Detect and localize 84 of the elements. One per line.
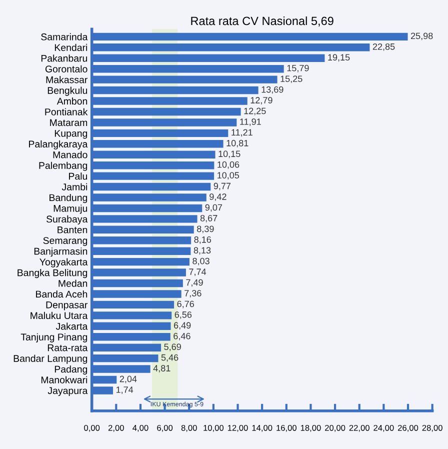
data-label: 6,46	[174, 332, 190, 340]
data-label: 2,04	[120, 376, 137, 384]
x-tick-label: 6,00	[157, 424, 173, 432]
data-label: 11,91	[240, 118, 261, 126]
y-tick-label: Bandar Lampung	[14, 354, 88, 364]
data-label: 9,42	[210, 194, 226, 201]
y-tick-label: Banda Aceh	[36, 290, 88, 298]
y-tick-label: Pontianak	[45, 108, 88, 116]
data-label: 6,49	[174, 322, 191, 330]
data-label: 8,03	[192, 258, 210, 266]
y-tick-label: Kendari	[54, 44, 88, 52]
data-label: 7,74	[189, 268, 206, 276]
x-tick-label: 24,00	[374, 424, 394, 432]
data-label: 19,15	[328, 54, 350, 62]
data-label: 8,39	[197, 226, 214, 234]
data-label: 15,79	[287, 64, 309, 72]
y-tick-label: Samarinda	[41, 33, 88, 40]
y-tick-label: Tanjung Pinang	[20, 333, 88, 342]
x-tick-label: 8,00	[181, 424, 197, 432]
y-tick-label: Manokwari	[41, 376, 88, 384]
data-label: 11,21	[232, 129, 252, 137]
y-tick-label: Surabaya	[46, 215, 88, 224]
data-label: 7,49	[186, 279, 203, 287]
data-label: 12,25	[244, 108, 266, 116]
x-tick-label: 14,00	[252, 424, 272, 432]
x-tick-label: 28,00	[422, 424, 442, 432]
x-tick-label: 10,00	[204, 424, 224, 432]
data-label: 25,98	[410, 32, 433, 40]
y-tick-label: Jakarta	[56, 322, 88, 330]
x-tick-label: 22,00	[349, 424, 370, 432]
data-label: 8,67	[200, 214, 218, 222]
y-tick-label: Manado	[53, 151, 88, 158]
data-label: 10,15	[218, 150, 240, 158]
data-label: 1,74	[116, 386, 134, 394]
data-label: 13,69	[262, 86, 284, 94]
y-tick-label: Palembang	[39, 162, 88, 171]
x-tick-label: 16,00	[276, 424, 296, 432]
y-tick-label: Kupang	[54, 130, 88, 139]
data-label: 4,81	[153, 365, 170, 373]
data-label: 8,16	[194, 236, 212, 244]
data-label: 12,79	[250, 97, 272, 104]
x-tick-label: 4,00	[132, 424, 148, 432]
data-label: 5,69	[164, 344, 181, 352]
data-label: 10,05	[218, 172, 240, 180]
y-tick-label: Bandung	[50, 194, 88, 204]
y-tick-label: Medan	[58, 280, 88, 287]
data-label: 10,81	[226, 140, 248, 148]
data-label: 9,77	[214, 182, 231, 190]
y-tick-label: Maluku Utara	[30, 312, 88, 320]
y-tick-label: Makassar	[46, 76, 88, 84]
data-label: 9,07	[205, 204, 222, 212]
data-label: 7,36	[184, 290, 202, 298]
y-tick-label: Bangka Belitung	[18, 269, 88, 278]
y-tick-label: Jayapura	[48, 387, 88, 396]
y-tick-label: Mamuju	[54, 204, 88, 214]
y-tick-label: Rata-rata	[48, 344, 88, 352]
y-tick-label: Banten	[58, 226, 88, 234]
y-tick-label: Yogyakarta	[40, 258, 88, 268]
y-tick-label: Denpasar	[46, 302, 88, 310]
x-tick-label: 12,00	[228, 424, 248, 432]
y-tick-label: Semarang	[43, 237, 88, 246]
x-tick-label: 20,00	[325, 424, 346, 432]
x-tick-label: 2,00	[108, 424, 124, 432]
data-label: 8,13	[194, 247, 211, 255]
y-tick-label: Mataram	[50, 119, 88, 126]
chart-title: Rata rata CV Nasional 5,69	[191, 16, 334, 27]
y-tick-label: Palangkaraya	[29, 140, 88, 150]
y-tick-label: Palu	[69, 172, 88, 180]
data-label: 10,06	[218, 161, 240, 169]
data-label: 22,85	[372, 43, 395, 51]
x-tick-label: 26,00	[398, 424, 418, 432]
y-tick-label: Padang	[54, 366, 88, 375]
y-tick-label: Bengkulu	[48, 86, 88, 96]
data-label: 6,76	[177, 300, 194, 308]
data-label: 6,56	[174, 311, 192, 319]
x-tick-label: 18,00	[300, 424, 321, 432]
y-tick-label: Jambi	[62, 183, 88, 190]
y-tick-label: Banjarmasin	[34, 248, 88, 257]
data-label: 15,25	[280, 76, 302, 84]
y-tick-label: Pakanbaru	[41, 54, 88, 62]
y-tick-label: Gorontalo	[45, 65, 88, 72]
x-tick-label: 0,00	[84, 424, 100, 432]
data-label: 5,46	[161, 354, 178, 362]
y-tick-label: Ambon	[56, 97, 88, 105]
